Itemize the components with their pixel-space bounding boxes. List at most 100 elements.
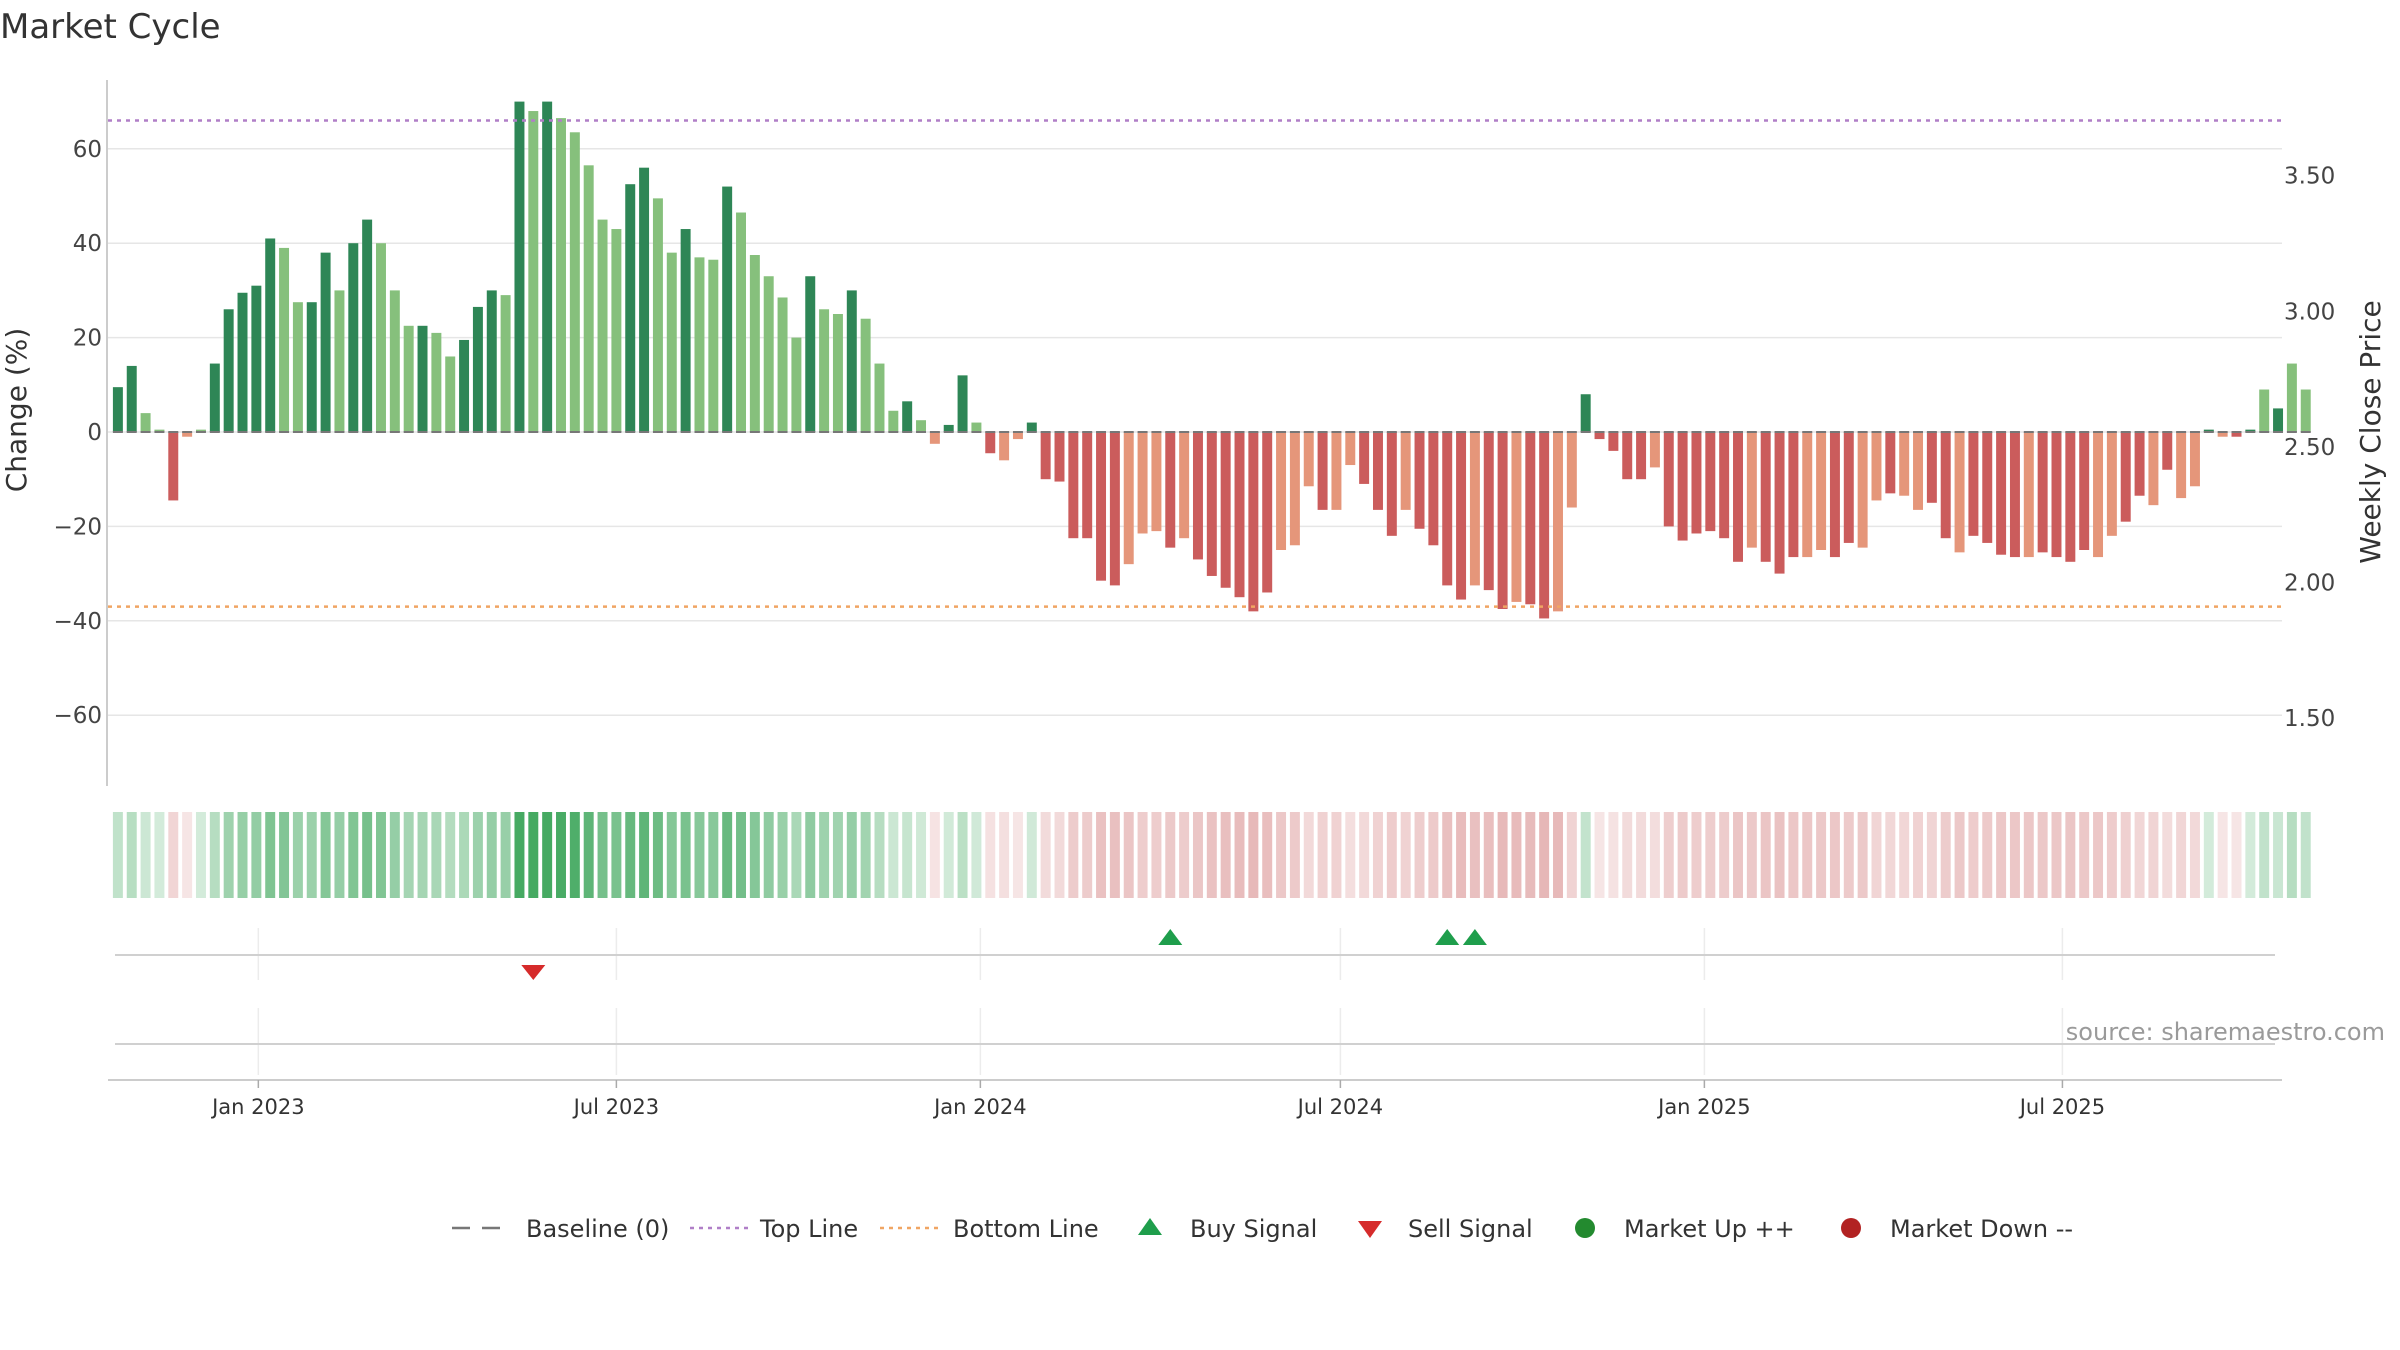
heat-cell bbox=[1192, 812, 1203, 898]
change-bar bbox=[1276, 432, 1287, 550]
change-bar bbox=[1774, 432, 1785, 574]
change-bar bbox=[1414, 432, 1425, 529]
heat-cell bbox=[306, 812, 317, 898]
heat-cell bbox=[1276, 812, 1287, 898]
heat-cell bbox=[2079, 812, 2090, 898]
heat-cell bbox=[1829, 812, 1840, 898]
heat-cell bbox=[625, 812, 636, 898]
heat-cell bbox=[514, 812, 525, 898]
heat-cell bbox=[763, 812, 774, 898]
heat-cell bbox=[2176, 812, 2187, 898]
change-bar bbox=[1372, 432, 1383, 510]
y-tick-label: −20 bbox=[53, 514, 102, 540]
change-bar bbox=[1788, 432, 1799, 558]
change-bar bbox=[597, 219, 608, 432]
heat-cell bbox=[1566, 812, 1577, 898]
legend-label: Top Line bbox=[759, 1215, 858, 1243]
change-bar bbox=[195, 429, 206, 432]
y-axis-ticks: 60 40 20 0 −20 −40 −60 bbox=[53, 137, 102, 729]
heat-cell bbox=[1234, 812, 1245, 898]
heat-cell bbox=[652, 812, 663, 898]
change-bar bbox=[1926, 432, 1937, 503]
heat-cell bbox=[2189, 812, 2200, 898]
heat-cell bbox=[1622, 812, 1633, 898]
legend-item: Bottom Line bbox=[880, 1215, 1099, 1243]
chart-title: Market Cycle bbox=[0, 7, 221, 47]
change-bar bbox=[1096, 432, 1107, 581]
heat-cell bbox=[694, 812, 705, 898]
change-bar bbox=[1442, 432, 1453, 586]
x-axis-ticks: Jan 2023 Jul 2023 Jan 2024 Jul 2024 Jan 2025… bbox=[108, 1079, 2282, 1119]
change-bar bbox=[1109, 432, 1120, 586]
heat-cell bbox=[2120, 812, 2131, 898]
heat-cell bbox=[1913, 812, 1924, 898]
change-bar bbox=[251, 285, 262, 432]
change-bar bbox=[2148, 432, 2159, 506]
change-bar bbox=[2037, 432, 2048, 553]
change-bar bbox=[1885, 432, 1896, 494]
change-bar bbox=[417, 325, 428, 432]
change-bar bbox=[874, 363, 885, 432]
heat-cell bbox=[2134, 812, 2145, 898]
heat-cell bbox=[2148, 812, 2159, 898]
legend-swatch bbox=[1358, 1221, 1382, 1238]
change-bar bbox=[611, 229, 622, 432]
change-bar bbox=[1317, 432, 1328, 510]
heat-cell bbox=[1248, 812, 1259, 898]
change-bars bbox=[112, 101, 2311, 619]
heat-cell bbox=[1359, 812, 1370, 898]
change-bar bbox=[1996, 432, 2007, 555]
legend-item: Baseline (0) bbox=[452, 1215, 669, 1243]
change-bar bbox=[1082, 432, 1093, 539]
legend-swatch bbox=[1575, 1218, 1595, 1238]
change-bar bbox=[514, 101, 525, 432]
heat-cell bbox=[2245, 812, 2256, 898]
y-tick-label: −60 bbox=[53, 703, 102, 729]
change-bar bbox=[292, 302, 303, 432]
heat-cell bbox=[1469, 812, 1480, 898]
change-bar bbox=[265, 238, 276, 432]
heat-cell bbox=[209, 812, 220, 898]
change-bar bbox=[2079, 432, 2090, 550]
heat-cell bbox=[971, 812, 982, 898]
change-bar bbox=[1151, 432, 1162, 532]
change-bar bbox=[320, 252, 331, 432]
change-bar bbox=[625, 184, 636, 432]
change-bar bbox=[763, 276, 774, 432]
change-bar bbox=[2286, 363, 2297, 432]
heat-cell bbox=[1483, 812, 1494, 898]
y-tick-label: 20 bbox=[73, 326, 102, 352]
heat-cell bbox=[362, 812, 373, 898]
change-bar bbox=[1359, 432, 1370, 484]
heat-cell bbox=[1386, 812, 1397, 898]
heat-cell bbox=[195, 812, 206, 898]
change-bar bbox=[1553, 432, 1563, 612]
legend-item: Sell Signal bbox=[1358, 1215, 1533, 1243]
x-tick-label: Jul 2024 bbox=[1296, 1095, 1383, 1119]
heat-cell bbox=[1289, 812, 1300, 898]
change-bar bbox=[1705, 432, 1716, 532]
heat-cell bbox=[791, 812, 802, 898]
heat-cell bbox=[680, 812, 691, 898]
change-bar bbox=[1733, 432, 1743, 562]
heat-cell bbox=[777, 812, 788, 898]
heat-cell bbox=[2259, 812, 2270, 898]
change-bar bbox=[666, 252, 677, 432]
legend-item: Buy Signal bbox=[1138, 1215, 1317, 1243]
heat-cell bbox=[832, 812, 843, 898]
heat-cell bbox=[1109, 812, 1120, 898]
legend-swatch bbox=[1841, 1218, 1861, 1238]
heat-cell bbox=[2217, 812, 2228, 898]
buy-signal-marker bbox=[1435, 929, 1460, 945]
change-bar bbox=[1857, 432, 1868, 548]
market-panel bbox=[115, 1008, 2275, 1075]
heat-cell bbox=[1553, 812, 1563, 898]
heat-cell bbox=[1788, 812, 1799, 898]
heat-cell bbox=[999, 812, 1010, 898]
heat-cell bbox=[112, 812, 123, 898]
legend-label: Bottom Line bbox=[953, 1215, 1099, 1243]
legend-label: Buy Signal bbox=[1190, 1215, 1317, 1243]
change-bar bbox=[1622, 432, 1633, 480]
heat-cell bbox=[500, 812, 511, 898]
heat-cell bbox=[417, 812, 428, 898]
